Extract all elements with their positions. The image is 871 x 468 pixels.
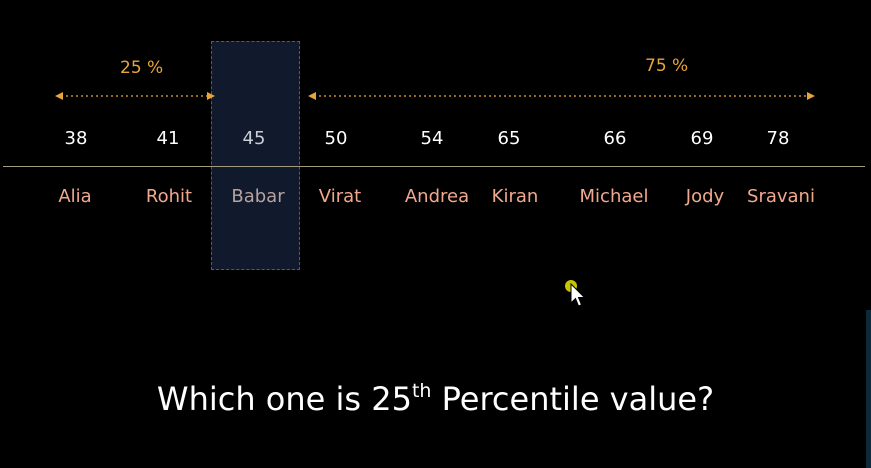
lower-percent-label: 25 % — [120, 58, 164, 78]
value-sravani: 78 — [766, 128, 790, 149]
name-rohit: Rohit — [145, 186, 193, 207]
value-virat: 50 — [324, 128, 348, 149]
edge-strip — [866, 310, 871, 468]
name-andrea: Andrea — [404, 186, 470, 207]
value-andrea: 54 — [420, 128, 444, 149]
value-rohit: 41 — [156, 128, 180, 149]
name-virat: Virat — [318, 186, 362, 207]
name-kiran: Kiran — [491, 186, 539, 207]
value-jody: 69 — [690, 128, 714, 149]
highlight-box-babar — [211, 41, 300, 270]
value-michael: 66 — [603, 128, 627, 149]
lower-range-arrow — [55, 92, 215, 100]
upper-percent-label: 75 % — [645, 56, 689, 76]
name-sravani: Sravani — [747, 186, 815, 207]
value-alia: 38 — [64, 128, 88, 149]
question-text: Which one is 25th Percentile value? — [0, 380, 871, 418]
question-prefix: Which one is 25 — [156, 380, 412, 418]
name-alia: Alia — [58, 186, 92, 207]
mouse-cursor-icon — [565, 280, 586, 307]
question-superscript: th — [411, 380, 432, 402]
name-babar: Babar — [231, 186, 285, 207]
value-babar: 45 — [242, 128, 266, 149]
name-michael: Michael — [579, 186, 649, 207]
upper-range-arrow — [308, 92, 815, 100]
question-suffix: Percentile value? — [431, 380, 715, 418]
divider-line — [3, 166, 865, 167]
name-jody: Jody — [685, 186, 725, 207]
value-kiran: 65 — [497, 128, 521, 149]
